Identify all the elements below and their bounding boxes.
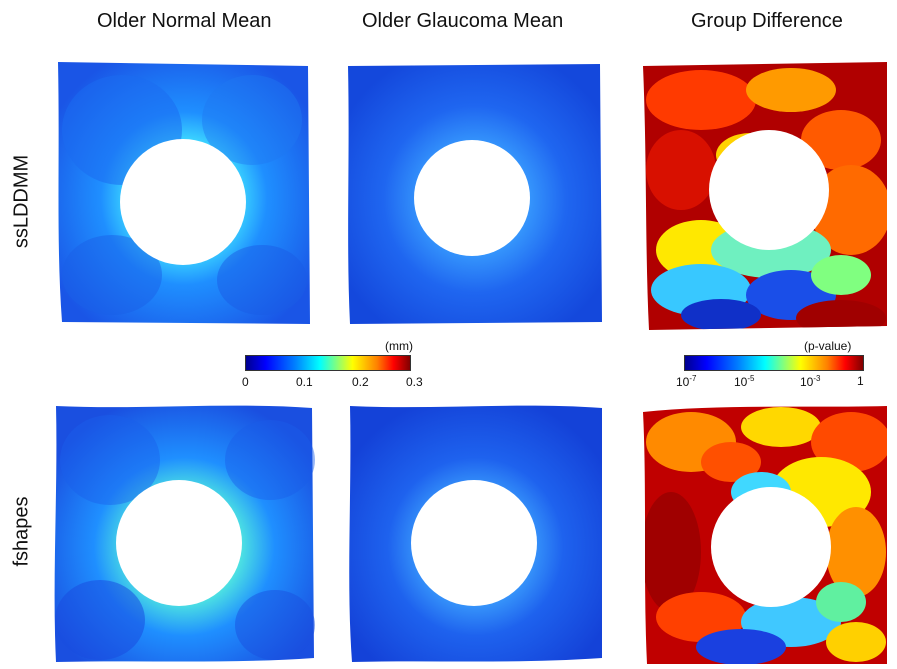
map-glaucoma-sslddmm (344, 60, 606, 330)
pvalue-tick-0: 10-7 (676, 374, 697, 389)
thickness-colorbar-unit: (mm) (385, 339, 413, 353)
thickness-tick-0: 0 (242, 375, 249, 389)
map-normal-fshapes (50, 400, 318, 666)
pvalue-colorbar-gradient (684, 355, 864, 371)
thickness-tick-1: 0.1 (296, 375, 313, 389)
column-title-difference: Group Difference (691, 10, 843, 32)
map-normal-sslddmm (52, 60, 314, 330)
thickness-colorbar-gradient (245, 355, 411, 371)
column-title-glaucoma: Older Glaucoma Mean (362, 10, 564, 32)
map-difference-sslddmm (641, 60, 889, 332)
row-label-sslddmm: ssLDDMM (10, 154, 33, 249)
thickness-tick-3: 0.3 (406, 375, 423, 389)
map-glaucoma-fshapes (344, 400, 606, 666)
pvalue-tick-3: 1 (857, 374, 864, 388)
pvalue-colorbar-unit: (p-value) (804, 339, 852, 353)
row-label-fshapes: fshapes (10, 496, 33, 567)
thickness-tick-2: 0.2 (352, 375, 369, 389)
pvalue-tick-1: 10-5 (734, 374, 755, 389)
column-title-normal: Older Normal Mean (97, 10, 272, 32)
map-difference-fshapes (641, 402, 889, 668)
pvalue-tick-2: 10-3 (800, 374, 821, 389)
